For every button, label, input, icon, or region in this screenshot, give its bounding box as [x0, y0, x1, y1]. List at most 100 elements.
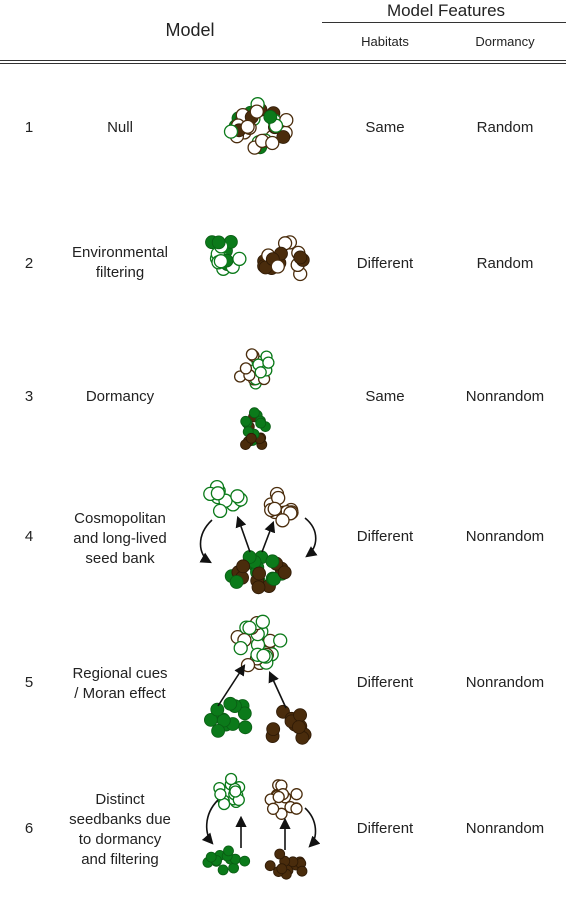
active-green-seed [210, 486, 226, 501]
active-brown-seed [266, 802, 280, 815]
arrow-up-icon [235, 515, 251, 553]
active-seed [255, 614, 270, 629]
active-seed [262, 356, 275, 369]
arrow-down-icon [201, 799, 219, 845]
green-seed [213, 254, 229, 269]
dormant-seed [255, 417, 267, 429]
row-5-number: 5 [24, 674, 34, 691]
brown-seed [270, 259, 285, 274]
habitats-column-header: Habitats [361, 34, 409, 49]
row-5-dormancy: Nonrandom [465, 674, 545, 691]
features-header-rule [322, 22, 566, 23]
active-seed [242, 620, 257, 636]
dormant-green-seed [210, 702, 225, 717]
model-column-header: Model [165, 20, 215, 40]
row-1-habitats: Same [365, 119, 405, 136]
seed-bank-seed [265, 554, 280, 569]
dormant-brown-seed [276, 863, 288, 875]
active-seed [254, 366, 267, 379]
seed-bank-seed [277, 565, 292, 580]
row-2-dormancy: Random [476, 255, 534, 272]
mixed-seed [249, 104, 264, 119]
brown-seed [293, 250, 308, 265]
active-brown-seed [272, 790, 285, 804]
seed-bank-seed [236, 559, 251, 574]
active-green-seed [230, 489, 245, 504]
arrow-down-icon [304, 517, 318, 558]
green-seed [211, 235, 226, 250]
dormant-green-seed [228, 862, 240, 874]
dormant-brown-seed [266, 722, 281, 736]
dormant-green-seed [238, 720, 253, 735]
row-6-number: 6 [24, 820, 34, 837]
row-1-dormancy: Random [476, 119, 534, 136]
row-5-model-name: Regional cues / Moran effect [72, 665, 168, 702]
mixed-seed [240, 119, 255, 134]
mixed-seed [265, 135, 280, 151]
row-3-number: 3 [24, 388, 34, 405]
seed-bank-seed [251, 580, 266, 595]
dormant-green-seed [237, 706, 252, 721]
mixed-seed [263, 110, 278, 124]
dormant-brown-seed [293, 708, 308, 722]
dormant-brown-seed [264, 860, 276, 872]
row-5-habitats: Different [356, 674, 414, 691]
dormant-seed [248, 407, 260, 419]
row-4-habitats: Different [356, 528, 414, 545]
green-seed [232, 251, 247, 267]
mixed-seed [276, 130, 291, 144]
model-features-header: Model Features [386, 1, 506, 20]
dormant-green-seed [216, 713, 231, 728]
active-green-seed [229, 785, 242, 798]
row-3-habitats: Same [365, 388, 405, 405]
row-4-model-name: Cosmopolitan and long-lived seed bank [73, 510, 167, 567]
dormant-green-seed [223, 696, 238, 711]
mixed-seed [223, 124, 239, 139]
dormant-seed [240, 415, 252, 427]
arrow-down-icon [304, 807, 321, 848]
dormancy-column-header: Dormancy [475, 34, 535, 49]
row-3-model-name: Dormancy [85, 388, 155, 405]
row-6-habitats: Different [356, 820, 414, 837]
row-2-model-name: Environmental filtering [72, 244, 168, 281]
header-divider-top [0, 60, 566, 61]
active-seed [239, 362, 253, 375]
arrow-up-icon [261, 520, 276, 553]
row-1-model-name: Null [107, 119, 133, 136]
row-3-dormancy: Nonrandom [465, 388, 545, 405]
dormant-green-seed [217, 864, 229, 876]
dormant-green-seed [223, 845, 234, 857]
header-divider-bottom [0, 63, 566, 64]
row-4-dormancy: Nonrandom [465, 528, 545, 545]
row-2-number: 2 [24, 255, 34, 272]
arrow-up-icon [268, 670, 287, 709]
active-brown-seed [290, 802, 303, 815]
dormant-brown-seed [296, 865, 308, 877]
dormant-brown-seed [274, 848, 286, 860]
dormant-brown-seed [291, 720, 306, 734]
row-2-habitats: Different [356, 255, 414, 272]
active-green-seed [224, 772, 238, 786]
arrow-down-icon [199, 519, 213, 564]
row-6-dormancy: Nonrandom [465, 820, 545, 837]
seed-bank-seed [229, 575, 244, 589]
dormant-green-seed [239, 855, 251, 867]
seed-bank-seed [267, 572, 281, 586]
active-seed [233, 640, 248, 656]
active-green-seed [212, 503, 228, 519]
row-1-number: 1 [24, 119, 34, 136]
dormant-green-seed [205, 851, 217, 863]
dormant-seed [245, 432, 257, 444]
row-4-number: 4 [24, 528, 34, 545]
active-seed [273, 633, 288, 648]
active-brown-seed [275, 513, 290, 528]
seed-bank-seed [252, 566, 267, 581]
dormant-green-seed [211, 724, 226, 738]
active-brown-seed [290, 788, 303, 801]
active-seed [256, 648, 271, 664]
active-green-seed [214, 788, 227, 801]
active-brown-seed [267, 501, 282, 517]
arrow-up-icon [217, 664, 246, 707]
active-seed [245, 348, 259, 361]
